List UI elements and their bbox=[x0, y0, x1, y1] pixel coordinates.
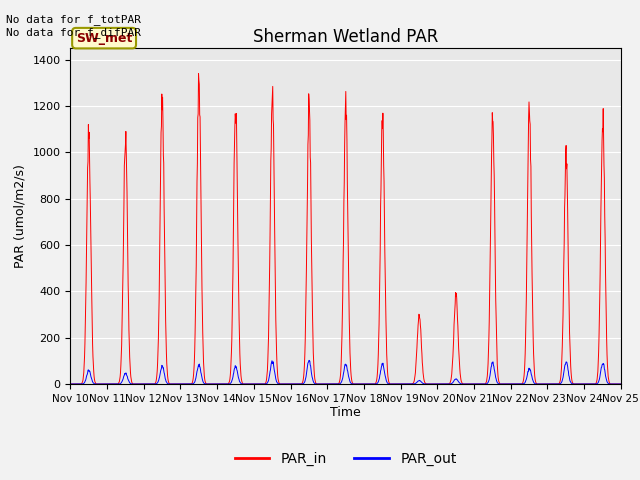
Text: No data for f_totPAR
No data for f_difPAR: No data for f_totPAR No data for f_difPA… bbox=[6, 14, 141, 38]
Title: Sherman Wetland PAR: Sherman Wetland PAR bbox=[253, 28, 438, 47]
Legend: PAR_in, PAR_out: PAR_in, PAR_out bbox=[229, 446, 462, 471]
Line: PAR_out: PAR_out bbox=[70, 360, 621, 384]
PAR_in bbox=[195, 71, 202, 76]
PAR_in bbox=[617, 381, 625, 387]
PAR_in bbox=[504, 381, 511, 387]
PAR_in bbox=[251, 381, 259, 387]
Line: PAR_in: PAR_in bbox=[70, 73, 621, 384]
PAR_out bbox=[504, 381, 511, 387]
Text: SW_met: SW_met bbox=[76, 32, 132, 45]
PAR_out bbox=[617, 381, 625, 387]
X-axis label: Time: Time bbox=[330, 407, 361, 420]
PAR_out bbox=[67, 381, 74, 387]
PAR_in bbox=[431, 381, 439, 387]
PAR_in bbox=[67, 381, 74, 387]
PAR_out bbox=[305, 358, 313, 363]
Y-axis label: PAR (umol/m2/s): PAR (umol/m2/s) bbox=[14, 164, 27, 268]
PAR_out bbox=[552, 381, 559, 387]
PAR_out bbox=[431, 381, 439, 387]
PAR_out bbox=[250, 381, 258, 387]
PAR_in bbox=[552, 381, 559, 387]
PAR_in bbox=[189, 378, 196, 384]
PAR_out bbox=[189, 381, 196, 387]
PAR_out bbox=[175, 381, 183, 387]
PAR_in bbox=[175, 381, 183, 387]
